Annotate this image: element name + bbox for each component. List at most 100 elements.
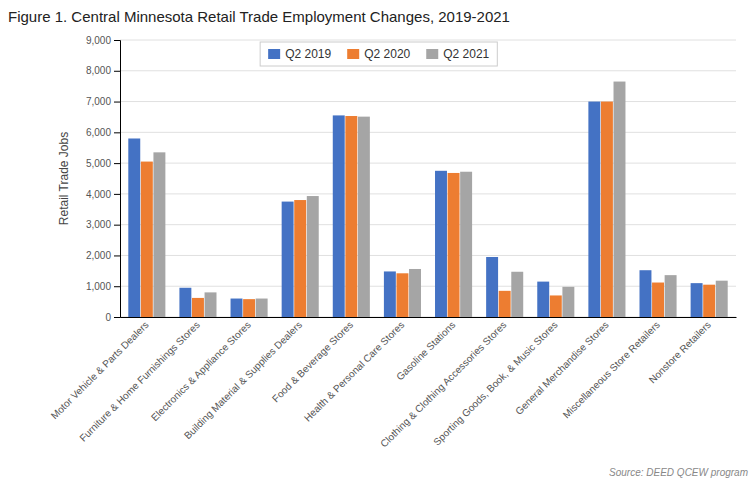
y-tick: 5,000 <box>86 158 120 169</box>
bar <box>703 285 715 317</box>
y-tick-label: 5,000 <box>86 158 111 169</box>
bar-series <box>153 82 727 317</box>
y-tick: 9,000 <box>86 35 120 46</box>
legend: Q2 2019Q2 2020Q2 2021 <box>260 42 497 66</box>
y-tick-label: 0 <box>105 312 111 323</box>
y-tick-label: 7,000 <box>86 96 111 107</box>
grid-line <box>120 224 736 225</box>
y-tick-mark <box>114 40 120 41</box>
bar <box>307 196 319 317</box>
y-tick-label: 9,000 <box>86 35 111 46</box>
bar <box>652 283 664 317</box>
y-tick-mark <box>114 102 120 103</box>
grid-line <box>120 40 736 41</box>
bar-series <box>141 102 715 317</box>
y-tick-mark <box>114 194 120 195</box>
bar <box>153 152 165 317</box>
x-tick-label: Motor Vehicle & Parts Dealers <box>49 319 151 421</box>
bar <box>333 115 345 317</box>
x-tick: Food & Beverage Stores <box>270 317 355 404</box>
bar <box>384 271 396 317</box>
y-tick: 3,000 <box>86 219 120 230</box>
bar <box>639 270 651 317</box>
y-axis: 0 1,000 2,000 3,000 4,000 5,000 6,000 7,000 8,00… <box>86 35 121 323</box>
legend-label: Q2 2021 <box>443 47 489 61</box>
y-tick-mark <box>114 132 120 133</box>
plot: 0 1,000 2,000 3,000 4,000 5,000 6,000 7,000 8,00… <box>49 35 737 450</box>
bar <box>499 291 511 317</box>
legend-swatch <box>347 49 359 59</box>
y-tick-mark <box>114 286 120 287</box>
x-tick: Miscellaneous Store Retailers <box>561 317 662 420</box>
bar <box>179 288 191 317</box>
bar <box>282 202 294 317</box>
bar <box>396 273 408 317</box>
y-tick: 1,000 <box>86 281 120 292</box>
y-tick: 6,000 <box>86 127 120 138</box>
bar <box>141 162 153 317</box>
y-tick: 8,000 <box>86 65 120 76</box>
bar <box>256 299 268 317</box>
y-tick-mark <box>114 71 120 72</box>
y-axis-title: Retail Trade Jobs <box>57 132 71 225</box>
bar <box>358 117 370 317</box>
y-tick-mark <box>114 225 120 226</box>
bar <box>550 295 562 317</box>
y-tick: 0 <box>105 312 120 323</box>
bar <box>537 282 549 317</box>
bar <box>691 283 703 317</box>
legend-label: Q2 2020 <box>364 47 410 61</box>
bar <box>192 298 204 317</box>
legend-swatch <box>268 49 280 59</box>
x-tick-label: Miscellaneous Store Retailers <box>561 319 662 420</box>
x-tick: Electronics & Appliance Stores <box>149 317 253 423</box>
legend-frame <box>260 42 497 66</box>
grid-line <box>120 70 736 71</box>
bar <box>231 299 243 317</box>
y-tick-mark <box>114 163 120 164</box>
y-tick-label: 2,000 <box>86 250 111 261</box>
y-tick-label: 8,000 <box>86 65 111 76</box>
x-axis-line <box>121 317 737 318</box>
y-tick-label: 4,000 <box>86 189 111 200</box>
x-tick-label: Electronics & Appliance Stores <box>149 319 253 423</box>
x-tick: General Merchandise Stores <box>513 317 611 417</box>
y-tick-mark <box>114 317 120 318</box>
y-axis-line <box>114 41 121 318</box>
x-tick-label: Health & Personal Care Stores <box>302 319 406 423</box>
x-tick: Building Material & Supplies Dealers <box>182 317 304 441</box>
x-tick-label: General Merchandise Stores <box>513 319 611 417</box>
legend-swatch <box>426 49 438 59</box>
bar <box>716 281 728 317</box>
bar <box>448 173 460 317</box>
grid-line <box>120 132 736 133</box>
y-tick: 2,000 <box>86 250 120 261</box>
y-tick: 7,000 <box>86 96 120 107</box>
bar <box>486 257 498 317</box>
bars <box>128 82 727 317</box>
grid-line <box>120 163 736 164</box>
y-tick-label: 1,000 <box>86 281 111 292</box>
bar <box>614 82 626 317</box>
bar <box>601 102 613 317</box>
bar <box>511 272 523 317</box>
bar <box>562 287 574 317</box>
title: Figure 1. Central Minnesota Retail Trade… <box>8 8 510 25</box>
bar <box>243 299 255 317</box>
y-tick-mark <box>114 255 120 256</box>
x-tick-label: Food & Beverage Stores <box>270 319 355 404</box>
chart: Figure 1. Central Minnesota Retail Trade… <box>0 0 756 482</box>
grid-line <box>120 101 736 102</box>
bar <box>205 292 217 317</box>
bar <box>294 200 306 317</box>
bar <box>128 138 140 317</box>
bar <box>409 269 421 317</box>
x-tick: Motor Vehicle & Parts Dealers <box>49 317 151 421</box>
grid-line <box>120 255 736 256</box>
x-tick-label: Nonstore Retailers <box>647 319 713 385</box>
x-tick: Health & Personal Care Stores <box>302 317 406 424</box>
grid-line <box>120 193 736 194</box>
bar <box>460 172 472 317</box>
y-tick: 4,000 <box>86 189 120 200</box>
legend-item: Q2 2021 <box>426 47 489 61</box>
